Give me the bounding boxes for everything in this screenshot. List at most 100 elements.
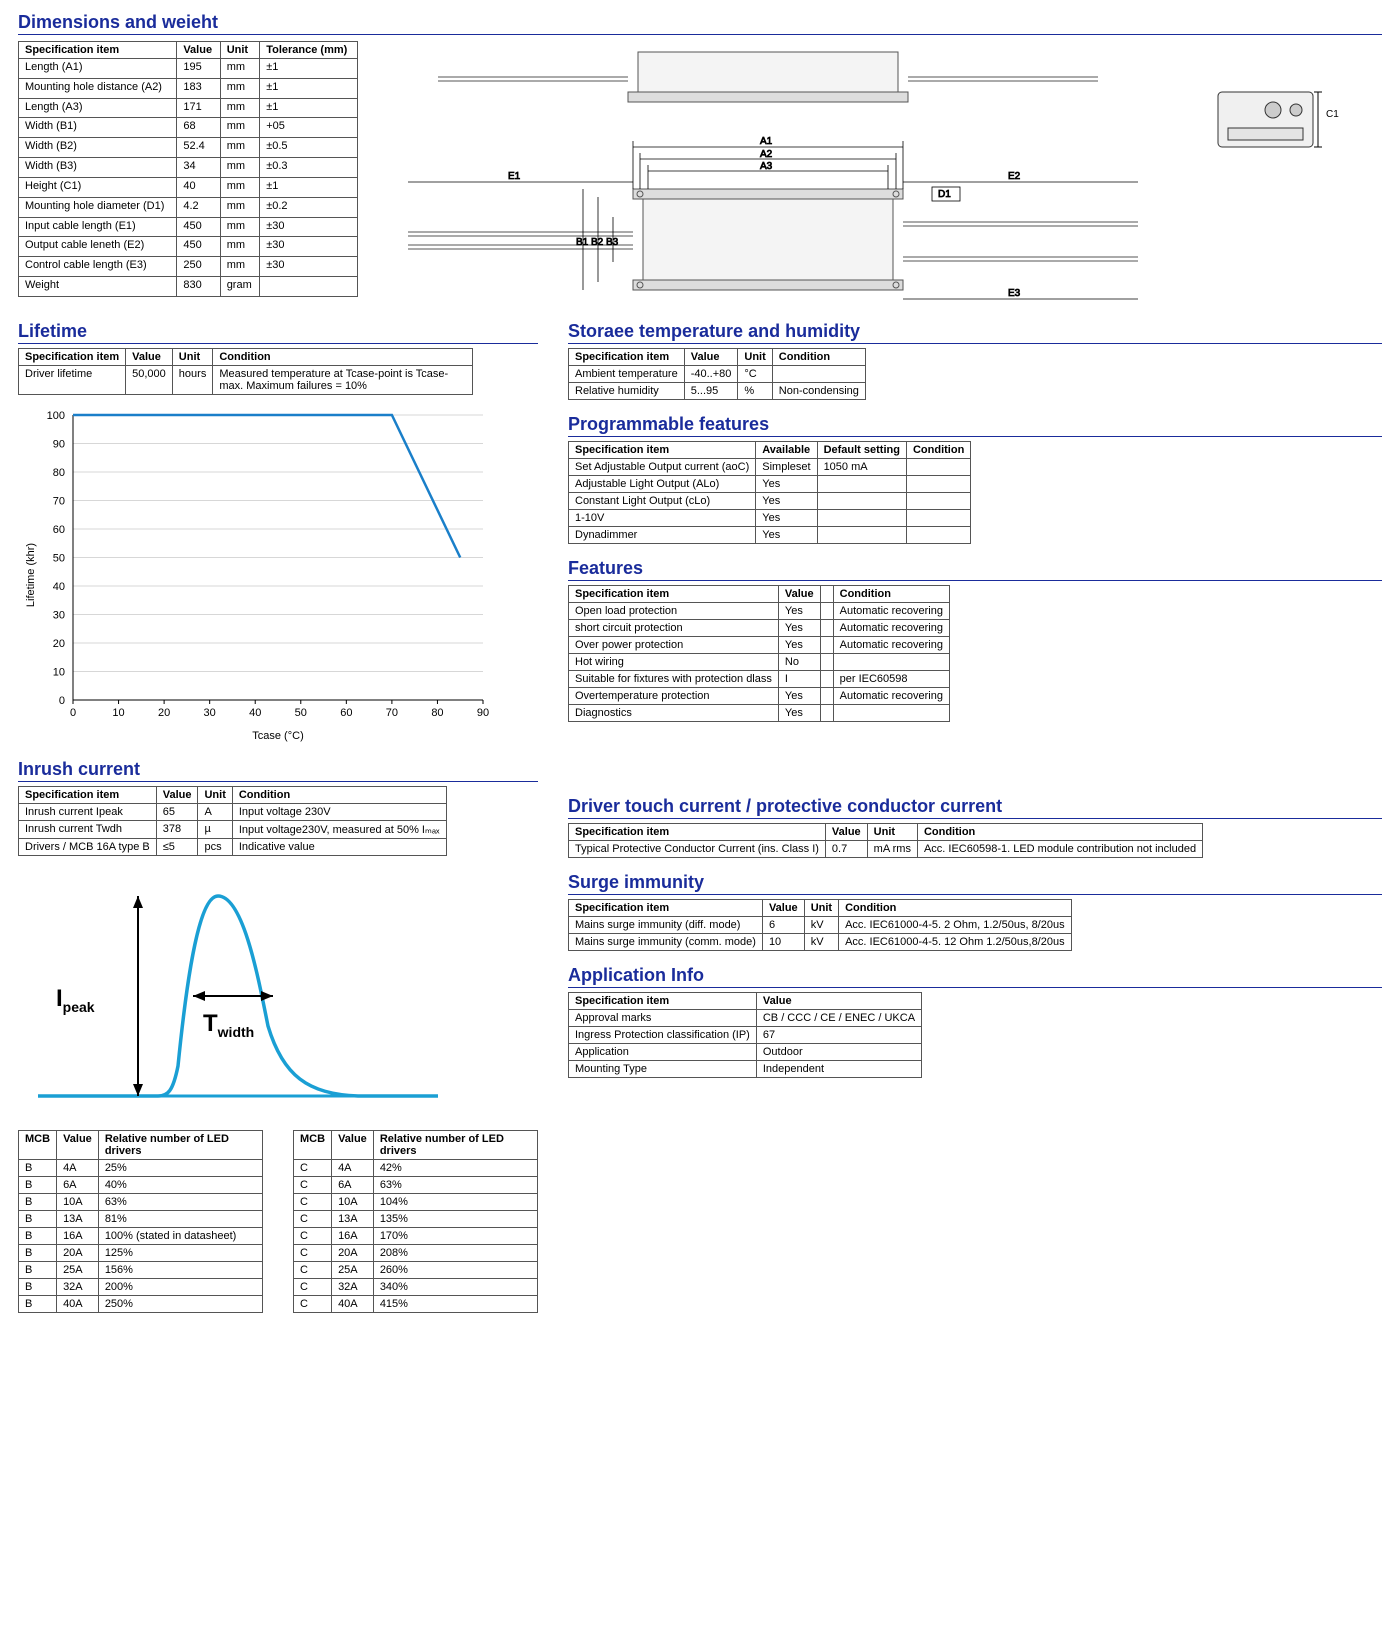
app-title: Application Info: [568, 965, 1382, 988]
table-row: C20A208%: [294, 1245, 538, 1262]
table-row: Length (A1)195mm±1: [19, 59, 358, 79]
label-b2: B2: [591, 237, 604, 248]
table-row: Approval marksCB / CCC / CE / ENEC / UKC…: [569, 1010, 922, 1027]
touch-title: Driver touch current / protective conduc…: [568, 796, 1382, 819]
table-row: C6A63%: [294, 1177, 538, 1194]
svg-text:30: 30: [204, 707, 216, 719]
table-row: Input cable length (E1)450mm±30: [19, 217, 358, 237]
table-row: C13A135%: [294, 1211, 538, 1228]
svg-text:30: 30: [53, 610, 65, 622]
app-section: Application Info Specification item Valu…: [568, 965, 1382, 1078]
mcb-c-table: MCB Value Relative number of LED drivers…: [293, 1130, 538, 1313]
table-row: Mounting hole diameter (D1)4.2mm±0.2: [19, 197, 358, 217]
table-row: Mounting hole distance (A2)183mm±1: [19, 78, 358, 98]
label-a2: A2: [760, 149, 773, 160]
col-tol: Tolerance (mm): [260, 42, 358, 59]
table-row: C25A260%: [294, 1262, 538, 1279]
table-row: Ingress Protection classification (IP)67: [569, 1027, 922, 1044]
label-a3: A3: [760, 161, 773, 172]
svg-text:100: 100: [47, 410, 65, 422]
svg-text:90: 90: [53, 439, 65, 451]
svg-text:90: 90: [477, 707, 489, 719]
label-b3: B3: [606, 237, 619, 248]
table-row: Typical Protective Conductor Current (in…: [569, 841, 1203, 858]
storage-title: Storaee temperature and humidity: [568, 321, 1382, 344]
lifetime-chart: 0102030405060708090100010203040506070809…: [18, 405, 498, 745]
prog-table: Specification item Available Default set…: [568, 441, 971, 544]
lifetime-table: Specification item Value Unit Condition …: [18, 348, 473, 395]
features-section: Features Specification item Value Condit…: [568, 558, 1382, 722]
table-row: ApplicationOutdoor: [569, 1044, 922, 1061]
table-row: C32A340%: [294, 1279, 538, 1296]
table-row: Hot wiringNo: [569, 654, 950, 671]
table-row: Open load protectionYesAutomatic recover…: [569, 603, 950, 620]
table-row: B25A156%: [19, 1262, 263, 1279]
table-row: Length (A3)171mm±1: [19, 98, 358, 118]
table-row: Ambient temperature-40..+80°C: [569, 366, 866, 383]
svg-text:10: 10: [53, 667, 65, 679]
svg-text:Twidth: Twidth: [203, 1010, 254, 1040]
table-row: Relative humidity5...95%Non-condensing: [569, 383, 866, 400]
dimensions-table: Specification item Value Unit Tolerance …: [18, 41, 358, 297]
table-row: Inrush current Twdh378µInput voltage230V…: [19, 821, 447, 839]
svg-text:40: 40: [249, 707, 261, 719]
surge-table: Specification item Value Unit Condition …: [568, 899, 1072, 951]
label-e1: E1: [508, 171, 521, 182]
table-row: B13A81%: [19, 1211, 263, 1228]
features-table: Specification item Value Condition Open …: [568, 585, 950, 722]
mcb-b-table: MCB Value Relative number of LED drivers…: [18, 1130, 263, 1313]
table-row: B10A63%: [19, 1194, 263, 1211]
dimensions-title: Dimensions and weieht: [18, 12, 1382, 35]
svg-text:50: 50: [295, 707, 307, 719]
table-row: Height (C1)40mm±1: [19, 177, 358, 197]
dimensions-section: Dimensions and weieht Specification item…: [18, 12, 1382, 307]
table-row: Mounting TypeIndependent: [569, 1061, 922, 1078]
table-row: B6A40%: [19, 1177, 263, 1194]
prog-section: Programmable features Specification item…: [568, 414, 1382, 544]
label-e3: E3: [1008, 288, 1021, 299]
table-row: Width (B3)34mm±0.3: [19, 158, 358, 178]
table-row: Constant Light Output (cLo)Yes: [569, 493, 971, 510]
inrush-section: Inrush current Specification item Value …: [18, 759, 538, 1323]
svg-text:80: 80: [431, 707, 443, 719]
table-row: Output cable leneth (E2)450mm±30: [19, 237, 358, 257]
table-row: 1-10VYes: [569, 510, 971, 527]
col-specitem: Specification item: [19, 42, 177, 59]
table-row: DynadimmerYes: [569, 527, 971, 544]
table-row: C4A42%: [294, 1160, 538, 1177]
touch-section: Driver touch current / protective conduc…: [568, 796, 1382, 858]
label-b1: B1: [576, 237, 589, 248]
svg-text:20: 20: [53, 638, 65, 650]
table-row: Weight830gram: [19, 277, 358, 297]
surge-title: Surge immunity: [568, 872, 1382, 895]
svg-text:Ipeak: Ipeak: [56, 985, 95, 1015]
table-row: Width (B1)68mm+05: [19, 118, 358, 138]
table-row: C40A415%: [294, 1296, 538, 1313]
label-a1: A1: [760, 136, 773, 147]
table-row: B16A100% (stated in datasheet): [19, 1228, 263, 1245]
table-row: Control cable length (E3)250mm±30: [19, 257, 358, 277]
prog-title: Programmable features: [568, 414, 1382, 437]
table-row: B4A25%: [19, 1160, 263, 1177]
table-row: Drivers / MCB 16A type B≤5pcsIndicative …: [19, 839, 447, 856]
svg-text:10: 10: [112, 707, 124, 719]
table-row: B20A125%: [19, 1245, 263, 1262]
table-row: C16A170%: [294, 1228, 538, 1245]
svg-text:0: 0: [59, 695, 65, 707]
touch-table: Specification item Value Unit Condition …: [568, 823, 1203, 858]
app-table: Specification item Value Approval marksC…: [568, 992, 922, 1078]
table-row: Inrush current Ipeak65AInput voltage 230…: [19, 804, 447, 821]
table-row: DiagnosticsYes: [569, 705, 950, 722]
col-value: Value: [177, 42, 220, 59]
table-row: Set Adjustable Output current (aoC)Simpl…: [569, 459, 971, 476]
lifetime-section: Lifetime Specification item Value Unit C…: [18, 321, 538, 745]
label-c1: C1: [1326, 109, 1339, 120]
svg-text:60: 60: [53, 524, 65, 536]
inrush-diagram: Ipeak Twidth: [18, 866, 458, 1126]
svg-text:70: 70: [386, 707, 398, 719]
surge-section: Surge immunity Specification item Value …: [568, 872, 1382, 951]
table-row: Suitable for fixtures with protection dl…: [569, 671, 950, 688]
table-row: B40A250%: [19, 1296, 263, 1313]
svg-text:0: 0: [70, 707, 76, 719]
inrush-title: Inrush current: [18, 759, 538, 782]
